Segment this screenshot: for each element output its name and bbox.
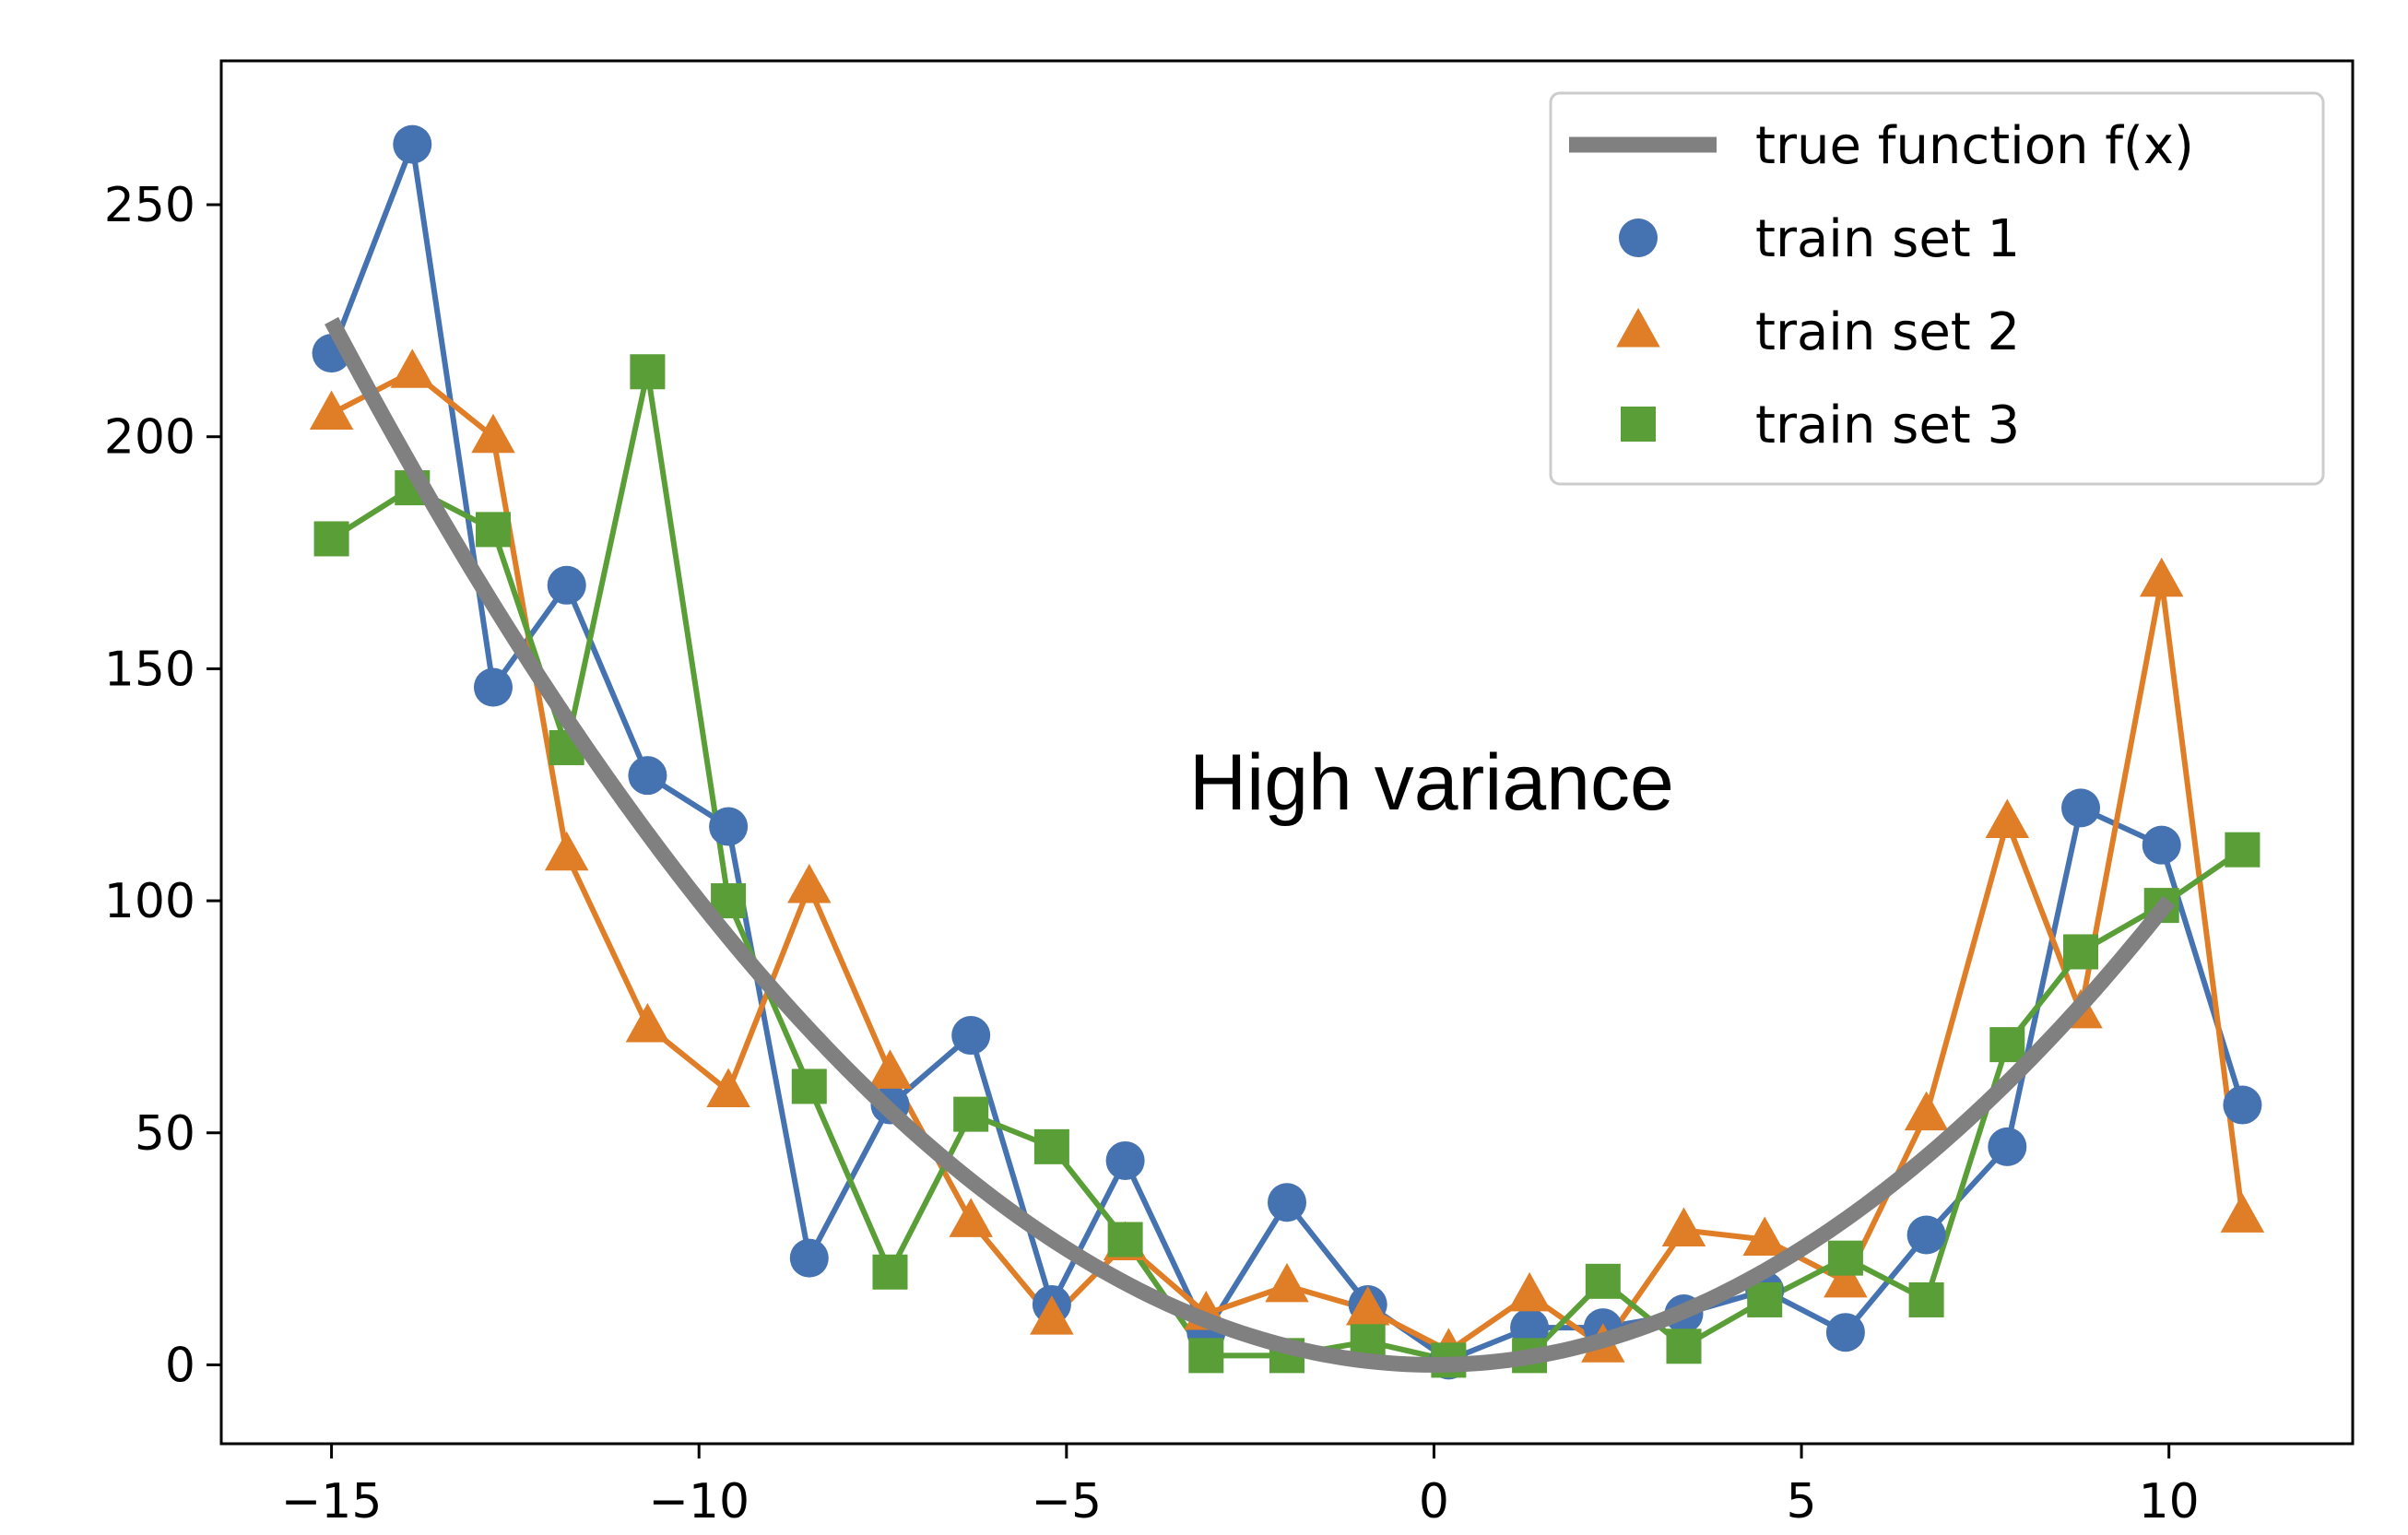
data-point-series-3 bbox=[313, 521, 349, 557]
data-point-series-2 bbox=[1507, 1271, 1552, 1312]
x-tick-label: 0 bbox=[1419, 1474, 1449, 1529]
y-tick-label: 200 bbox=[104, 410, 195, 466]
data-point-series-2 bbox=[1824, 1258, 1868, 1298]
y-tick-label: 100 bbox=[104, 874, 195, 929]
data-point-series-2 bbox=[1904, 1091, 1949, 1131]
data-point-series-3 bbox=[1188, 1338, 1224, 1374]
x-tick-label: −5 bbox=[1031, 1474, 1102, 1529]
x-tick-label: −10 bbox=[648, 1474, 750, 1529]
data-point-series-2 bbox=[1345, 1286, 1390, 1326]
data-point-series-3 bbox=[630, 354, 666, 390]
data-point-series-3 bbox=[475, 512, 511, 548]
data-point-series-1 bbox=[1825, 1313, 1865, 1352]
data-point-series-1 bbox=[1268, 1183, 1306, 1222]
data-point-series-1 bbox=[1906, 1215, 1946, 1255]
data-point-series-2 bbox=[949, 1198, 993, 1237]
data-point-series-3 bbox=[791, 1069, 827, 1104]
legend-swatch-series-1 bbox=[1619, 218, 1658, 257]
data-point-series-1 bbox=[2061, 788, 2101, 828]
true-function-curve bbox=[325, 316, 2176, 1373]
data-point-series-1 bbox=[1105, 1140, 1145, 1180]
y-tick-label: 250 bbox=[104, 178, 195, 233]
data-point-series-2 bbox=[625, 1002, 670, 1043]
data-point-series-1 bbox=[951, 1016, 991, 1056]
data-point-series-1 bbox=[709, 807, 749, 846]
data-point-series-2 bbox=[868, 1049, 913, 1089]
data-point-series-2 bbox=[1030, 1295, 1074, 1335]
data-point-series-3 bbox=[1666, 1328, 1702, 1364]
data-point-series-3 bbox=[1827, 1240, 1863, 1276]
data-point-series-3 bbox=[872, 1254, 908, 1290]
y-axis: 0 50 100 150 200 250 bbox=[104, 178, 221, 1393]
data-point-series-1 bbox=[473, 667, 513, 707]
data-point-series-3 bbox=[1585, 1263, 1621, 1299]
plot-layer bbox=[309, 124, 2265, 1380]
data-point-series-3 bbox=[953, 1096, 989, 1132]
data-point-series-2 bbox=[787, 863, 832, 903]
data-point-series-3 bbox=[1107, 1222, 1143, 1258]
data-point-series-2 bbox=[1265, 1262, 1309, 1303]
data-point-series-1 bbox=[628, 756, 667, 796]
plot-area bbox=[309, 124, 2265, 1380]
x-tick-label: −15 bbox=[281, 1474, 383, 1529]
data-point-series-2 bbox=[544, 831, 589, 871]
data-point-series-1 bbox=[789, 1238, 829, 1278]
data-point-series-3 bbox=[1908, 1281, 1944, 1317]
data-point-series-1 bbox=[1988, 1127, 2027, 1166]
data-point-series-2 bbox=[1985, 798, 2030, 839]
annotation-label: High variance bbox=[1189, 738, 1674, 827]
data-point-series-2 bbox=[1742, 1216, 1787, 1257]
data-point-series-2 bbox=[390, 348, 435, 388]
data-point-series-2 bbox=[309, 390, 354, 431]
legend-swatch-series-2 bbox=[1616, 308, 1660, 348]
data-point-series-1 bbox=[547, 565, 586, 605]
legend-label-series-3: train set 3 bbox=[1755, 396, 2020, 455]
legend-swatch-series-3 bbox=[1621, 407, 1656, 442]
y-tick-label: 150 bbox=[104, 642, 195, 697]
x-axis: −15 −10 −5 0 5 10 bbox=[281, 1444, 2200, 1529]
data-point-series-3 bbox=[1033, 1128, 1069, 1164]
data-point-series-2 bbox=[2220, 1193, 2265, 1233]
data-point-series-3 bbox=[2063, 934, 2099, 970]
data-point-series-1 bbox=[2142, 825, 2181, 865]
data-point-series-2 bbox=[2139, 557, 2184, 597]
plot-frame bbox=[219, 59, 2355, 1446]
data-point-series-3 bbox=[1989, 1027, 2025, 1063]
data-point-series-1 bbox=[2223, 1085, 2262, 1125]
y-tick-label: 50 bbox=[135, 1106, 195, 1162]
x-tick-label: 10 bbox=[2139, 1474, 2200, 1529]
data-point-series-3 bbox=[1747, 1281, 1783, 1317]
data-point-series-3 bbox=[2225, 832, 2260, 868]
data-point-series-2 bbox=[1661, 1207, 1706, 1246]
data-point-series-2 bbox=[471, 413, 515, 454]
legend: true function f(x) train set 1 train set 2… bbox=[1549, 91, 2325, 486]
y-tick-label: 0 bbox=[165, 1338, 195, 1393]
legend-label-series-1: train set 1 bbox=[1755, 209, 2020, 269]
legend-label-true-function: true function f(x) bbox=[1755, 116, 2194, 176]
data-point-series-1 bbox=[1510, 1308, 1550, 1348]
data-point-series-2 bbox=[706, 1068, 750, 1107]
data-point-series-1 bbox=[393, 124, 432, 164]
x-tick-label: 5 bbox=[1787, 1474, 1817, 1529]
legend-box bbox=[1549, 91, 2325, 486]
legend-label-series-2: train set 2 bbox=[1755, 302, 2020, 362]
